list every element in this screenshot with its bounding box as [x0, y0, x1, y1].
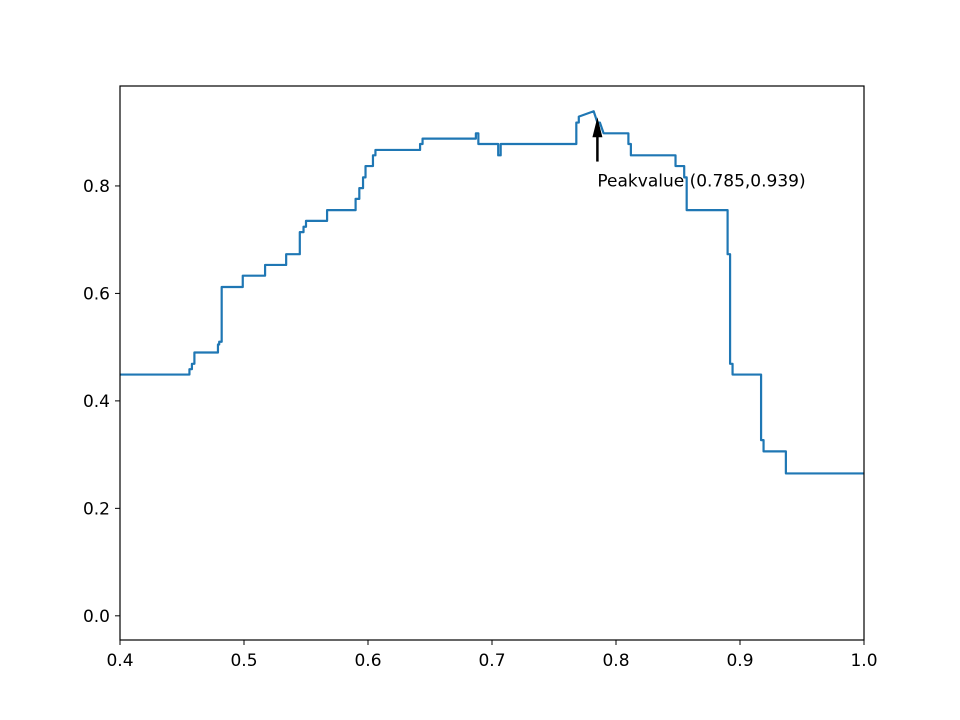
- plot-area: [120, 86, 864, 640]
- series-layer: [120, 110, 864, 475]
- annotation-layer: Peakvalue (0.785,0.939): [592, 117, 806, 192]
- y-tick-label: 0.4: [83, 392, 110, 412]
- y-tick-label: 0.6: [83, 284, 110, 304]
- y-tick-label: 0.0: [83, 607, 110, 627]
- x-tick-label: 0.5: [230, 651, 257, 671]
- x-tick-label: 0.4: [106, 651, 133, 671]
- y-axis-ticks: 0.0 0.2 0.4 0.6 0.8: [83, 177, 120, 627]
- x-tick-label: 0.9: [726, 651, 753, 671]
- annotation-arrow-head: [592, 117, 603, 138]
- x-tick-label: 0.7: [478, 651, 505, 671]
- x-tick-label: 1.0: [850, 651, 877, 671]
- x-tick-label: 0.6: [354, 651, 381, 671]
- y-tick-label: 0.2: [83, 499, 110, 519]
- x-tick-label: 0.8: [602, 651, 629, 671]
- series-line-0: [120, 110, 864, 475]
- peak-annotation-label: Peakvalue (0.785,0.939): [597, 172, 805, 192]
- x-axis-ticks: 0.4 0.5 0.6 0.7 0.8 0.9 1.0: [106, 640, 878, 671]
- y-tick-label: 0.8: [83, 177, 110, 197]
